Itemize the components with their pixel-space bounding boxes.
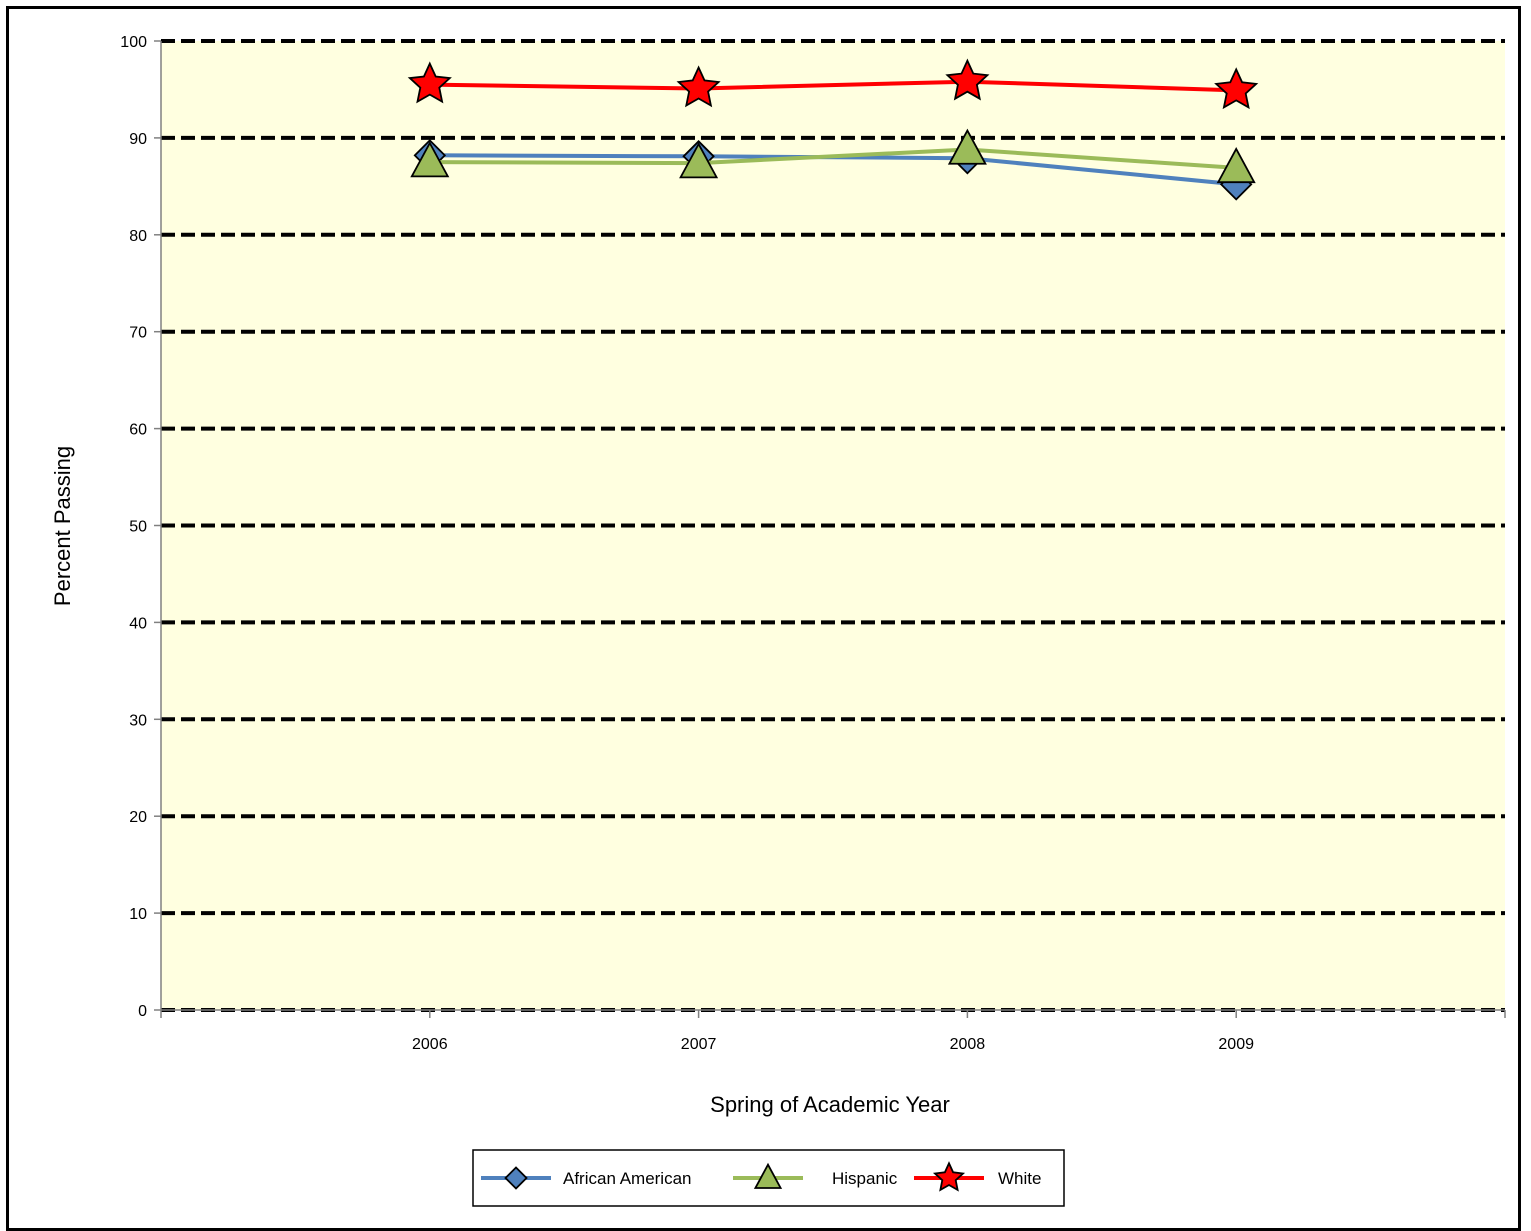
series-white xyxy=(407,58,1259,110)
y-tick-label-90: 90 xyxy=(129,131,147,148)
y-tick-label-80: 80 xyxy=(129,228,147,245)
y-axis-title: Percent Passing xyxy=(50,446,75,606)
grid-lines xyxy=(161,39,1505,1012)
point-white-2008 xyxy=(945,58,990,101)
point-white-2006 xyxy=(407,61,452,104)
series-line-white xyxy=(429,79,1237,93)
point-hispanic-2006 xyxy=(410,141,450,178)
legend-marker-white xyxy=(932,1161,966,1192)
y-tick-labels: 0 10 20 30 40 50 60 70 80 90 100 xyxy=(120,34,147,1020)
point-hispanic-2007 xyxy=(679,142,719,179)
y-tick-label-30: 30 xyxy=(129,712,147,729)
x-tick-label-2007: 2007 xyxy=(681,1036,717,1053)
point-hispanic-2009 xyxy=(1216,147,1256,184)
y-tick-label-10: 10 xyxy=(129,906,147,923)
x-tick-label-2008: 2008 xyxy=(950,1036,986,1053)
axes xyxy=(154,40,1506,1018)
y-tick-label-40: 40 xyxy=(129,615,147,632)
legend-label-african-american: African American xyxy=(563,1169,692,1188)
legend: African American Hispanic White xyxy=(472,1149,1065,1207)
y-tick-label-50: 50 xyxy=(129,519,147,536)
series-line-hispanic xyxy=(429,147,1237,170)
x-tick-label-2009: 2009 xyxy=(1218,1036,1254,1053)
y-tick-label-100: 100 xyxy=(120,34,147,51)
x-tick-labels: 2006 2007 2008 2009 xyxy=(412,1036,1254,1053)
legend-label-white: White xyxy=(998,1169,1041,1188)
x-axis-title: Spring of Academic Year xyxy=(710,1092,950,1117)
y-tick-label-0: 0 xyxy=(138,1003,147,1020)
series-layer xyxy=(407,58,1259,201)
point-white-2007 xyxy=(676,65,721,108)
point-hispanic-2008 xyxy=(947,128,987,165)
y-tick-label-70: 70 xyxy=(129,325,147,342)
y-tick-label-20: 20 xyxy=(129,809,147,826)
legend-label-hispanic: Hispanic xyxy=(832,1169,898,1188)
x-tick-label-2006: 2006 xyxy=(412,1036,448,1053)
point-white-2009 xyxy=(1214,67,1259,110)
legend-marker-african-american xyxy=(504,1166,528,1190)
series-hispanic xyxy=(410,128,1256,184)
y-tick-label-60: 60 xyxy=(129,422,147,439)
legend-marker-hispanic xyxy=(753,1162,783,1189)
